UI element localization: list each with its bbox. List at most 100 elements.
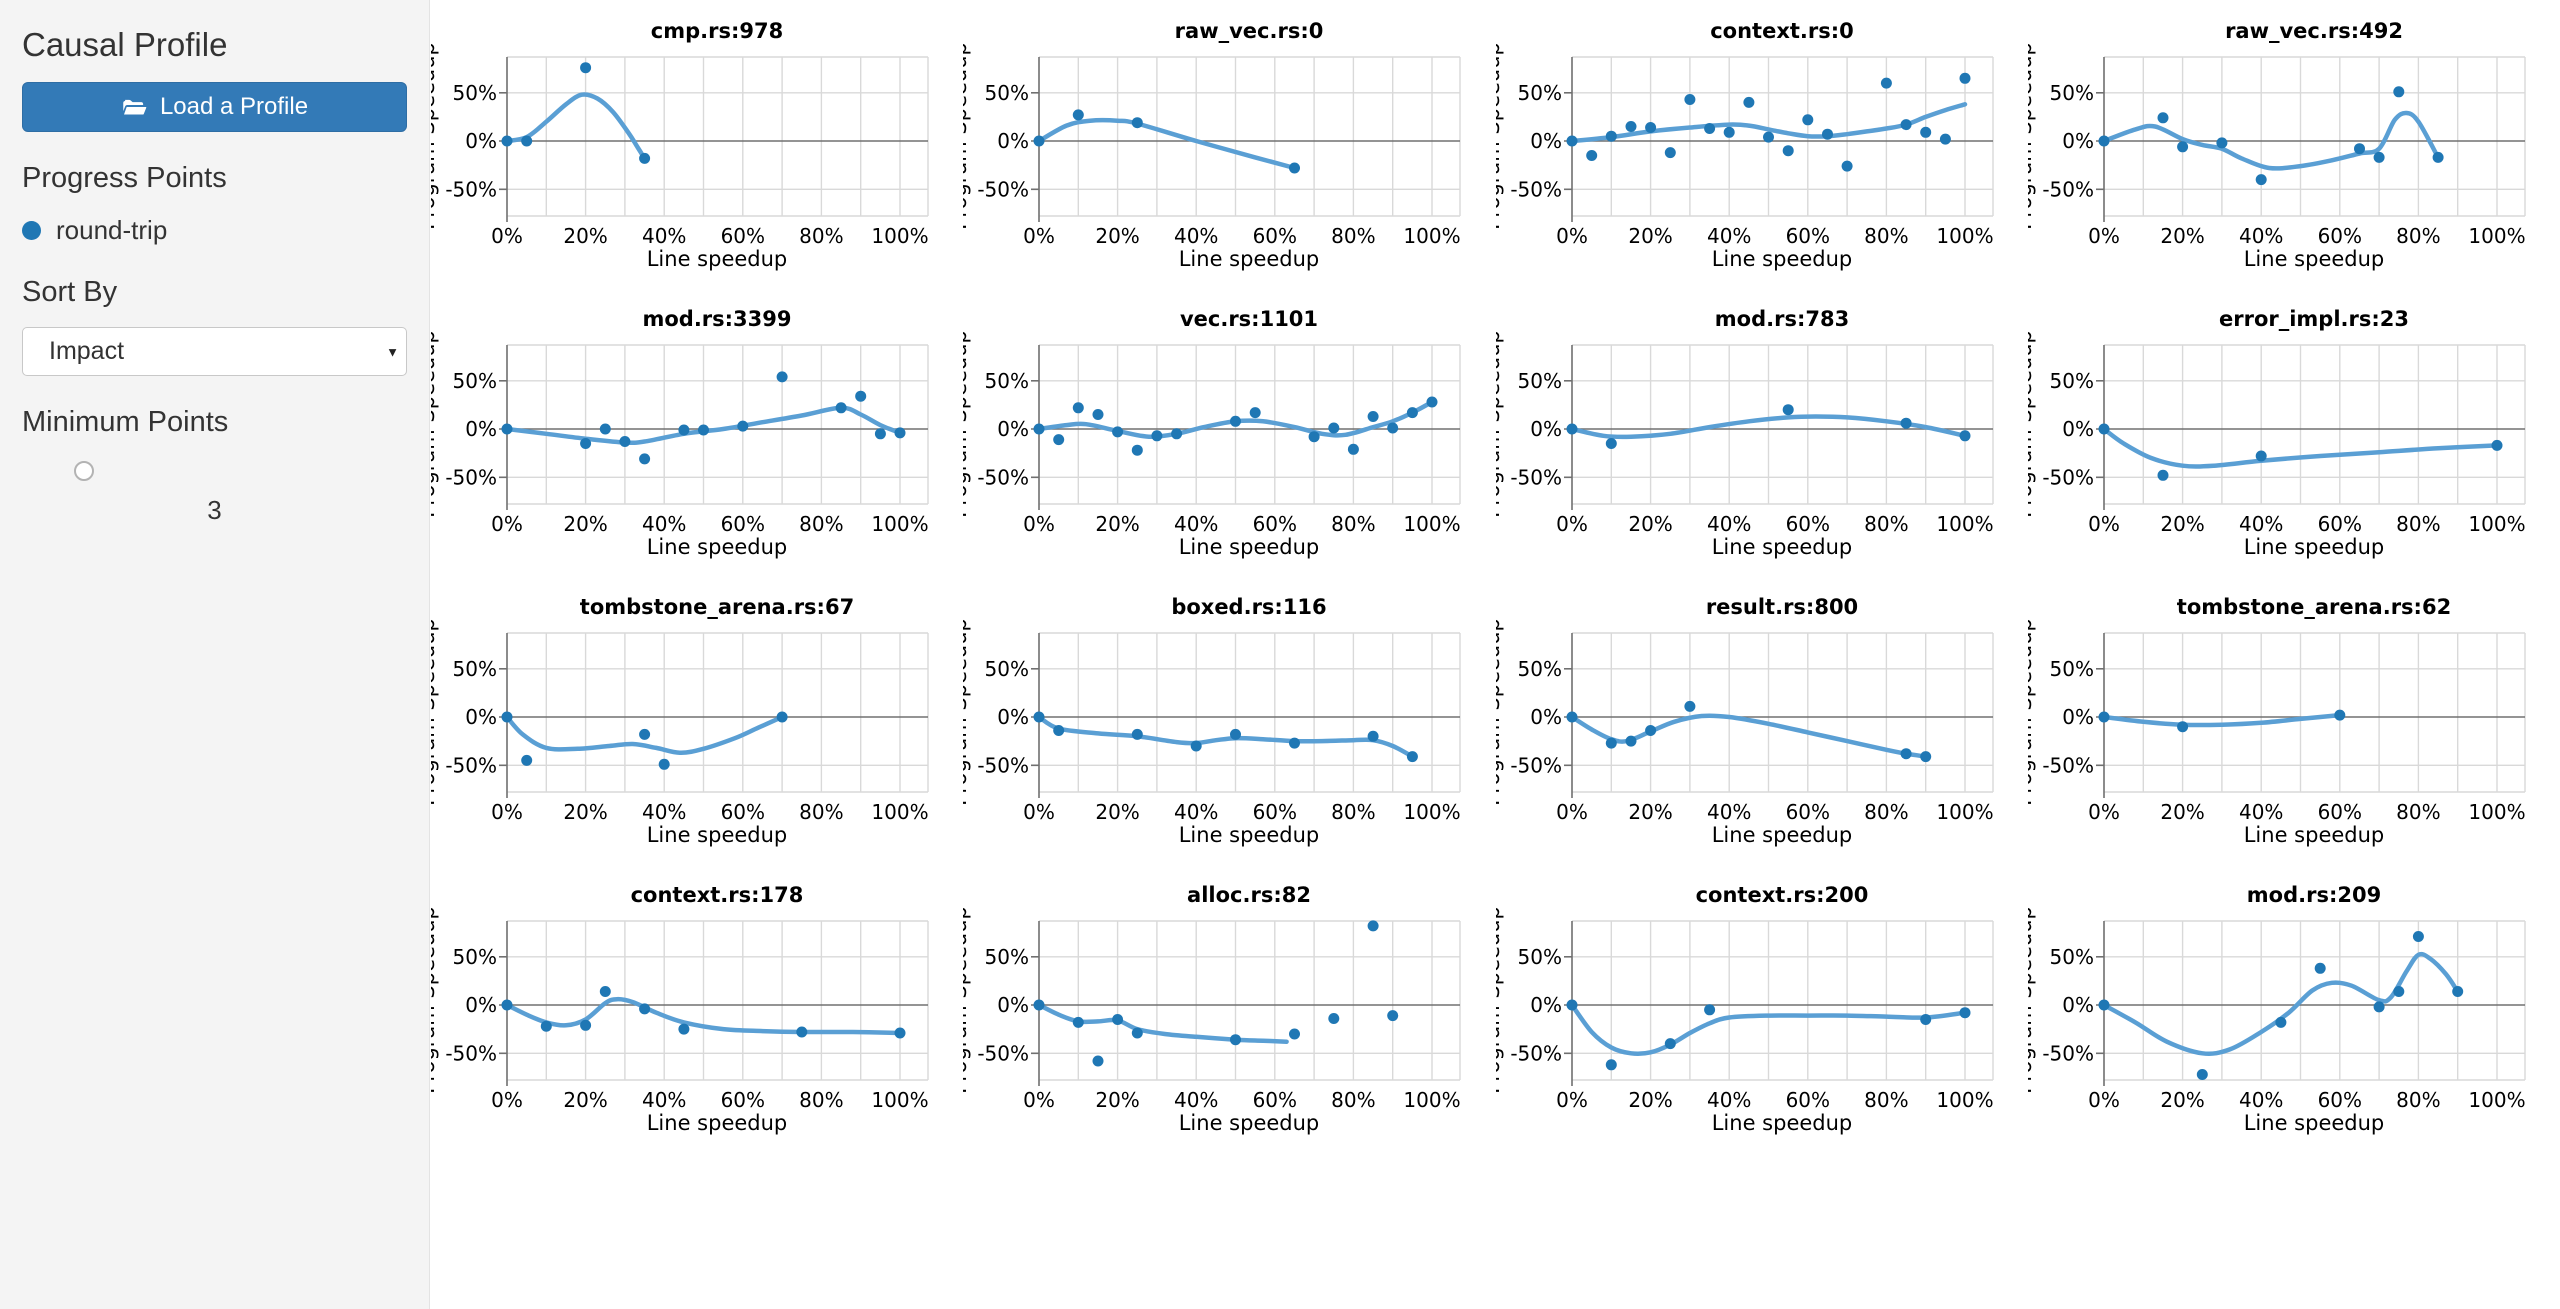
- data-point: [1132, 728, 1144, 740]
- chart-cell: 50% 0% -50% 0% 20% 40% 60% 80% 100% Line speedup P…: [431, 0, 964, 288]
- data-point: [835, 402, 847, 414]
- x-tick-label: 80%: [1864, 224, 1908, 248]
- data-point: [1092, 1055, 1104, 1067]
- data-point: [1308, 431, 1320, 443]
- data-point: [776, 371, 788, 383]
- data-point: [1605, 1059, 1617, 1071]
- y-tick-label: 50%: [2049, 369, 2093, 393]
- x-tick-label: 0%: [1023, 1088, 1055, 1112]
- chart-canvas: 50% 0% -50% 0% 20% 40% 60% 80% 100% Line speedup P…: [1496, 307, 1994, 559]
- x-tick-label: 40%: [642, 224, 686, 248]
- chart-title: context.rs:200: [1695, 883, 1868, 907]
- chart-title: raw_vec.rs:0: [1175, 19, 1324, 43]
- chart-canvas: 50% 0% -50% 0% 20% 40% 60% 80% 100% Line speedup P…: [431, 307, 929, 559]
- x-axis-label: Line speedup: [1711, 247, 1852, 271]
- y-tick-label: -50%: [978, 753, 1030, 777]
- x-tick-label: 100%: [1936, 1088, 1993, 1112]
- data-point: [2353, 143, 2365, 155]
- x-tick-label: 40%: [1174, 800, 1218, 824]
- data-point: [2176, 141, 2188, 153]
- trend-line: [1037, 714, 1415, 759]
- chart-canvas: 50% 0% -50% 0% 20% 40% 60% 80% 100% Line speedup P…: [963, 595, 1461, 847]
- x-tick-label: 100%: [1936, 224, 1993, 248]
- y-axis-label: Program Speedup: [1496, 906, 1504, 1094]
- x-axis-label: Line speedup: [2243, 247, 2384, 271]
- data-point: [2098, 711, 2110, 723]
- data-point: [1151, 430, 1163, 442]
- data-point: [1230, 728, 1242, 740]
- x-tick-label: 40%: [1706, 224, 1750, 248]
- data-point: [1742, 96, 1754, 108]
- data-point: [1073, 1016, 1085, 1028]
- chart-cell: 50% 0% -50% 0% 20% 40% 60% 80% 100% Line speedup P…: [1495, 576, 2028, 864]
- data-point: [737, 420, 749, 432]
- data-point: [1900, 417, 1912, 429]
- x-tick-label: 20%: [563, 224, 607, 248]
- y-tick-label: -50%: [1510, 465, 1562, 489]
- y-tick-label: 50%: [453, 945, 497, 969]
- y-axis-label: Program Speedup: [963, 330, 971, 518]
- x-tick-label: 80%: [2396, 800, 2440, 824]
- y-axis-label: Program Speedup: [1496, 42, 1504, 230]
- x-tick-label: 60%: [721, 224, 765, 248]
- y-tick-label: -50%: [978, 177, 1030, 201]
- chart-cell: 50% 0% -50% 0% 20% 40% 60% 80% 100% Line speedup P…: [2027, 576, 2560, 864]
- y-tick-label: -50%: [1510, 177, 1562, 201]
- data-point: [1605, 737, 1617, 749]
- y-tick-label: 0%: [2062, 129, 2094, 153]
- y-tick-label: 50%: [2049, 945, 2093, 969]
- chart-canvas: 50% 0% -50% 0% 20% 40% 60% 80% 100% Line speedup P…: [2028, 307, 2526, 559]
- y-axis-label: Program Speedup: [1496, 618, 1504, 806]
- x-tick-label: 20%: [2160, 1088, 2204, 1112]
- data-point: [2373, 1001, 2385, 1013]
- data-point: [501, 999, 513, 1011]
- x-tick-label: 80%: [1864, 800, 1908, 824]
- data-point: [639, 1003, 651, 1015]
- trend-line: [1569, 414, 1967, 440]
- chart-cell: 50% 0% -50% 0% 20% 40% 60% 80% 100% Line speedup P…: [431, 864, 964, 1152]
- trend-line: [2101, 110, 2441, 171]
- chart-canvas: 50% 0% -50% 0% 20% 40% 60% 80% 100% Line speedup P…: [2028, 19, 2526, 271]
- chart-cell: 50% 0% -50% 0% 20% 40% 60% 80% 100% Line speedup P…: [431, 576, 964, 864]
- x-tick-label: 100%: [1404, 512, 1461, 536]
- load-profile-button[interactable]: Load a Profile: [22, 82, 407, 132]
- data-point: [1132, 117, 1144, 129]
- x-axis-label: Line speedup: [647, 1111, 788, 1135]
- x-tick-label: 100%: [1404, 224, 1461, 248]
- sort-by-select[interactable]: Impact ▼: [22, 327, 407, 376]
- minimum-points-slider[interactable]: [74, 461, 94, 481]
- y-tick-label: 0%: [998, 993, 1030, 1017]
- data-point: [1426, 396, 1438, 408]
- data-point: [1683, 94, 1695, 105]
- data-point: [1959, 72, 1970, 84]
- x-tick-label: 40%: [2239, 224, 2283, 248]
- data-point: [2412, 931, 2424, 942]
- y-tick-label: -50%: [445, 465, 497, 489]
- chart-title: alloc.rs:82: [1187, 883, 1311, 907]
- trend-line: [504, 996, 903, 1036]
- trend-line: [1037, 399, 1435, 440]
- x-tick-label: 60%: [2317, 1088, 2361, 1112]
- x-tick-label: 20%: [1628, 800, 1672, 824]
- data-point: [1566, 423, 1577, 435]
- y-tick-label: 50%: [1517, 945, 1561, 969]
- data-point: [1919, 1014, 1931, 1025]
- x-tick-label: 20%: [1096, 1088, 1140, 1112]
- data-point: [1625, 121, 1636, 132]
- y-tick-label: 0%: [465, 993, 497, 1017]
- x-tick-label: 60%: [1253, 1088, 1297, 1112]
- data-point: [874, 428, 886, 440]
- x-tick-label: 0%: [1023, 224, 1055, 248]
- data-point: [1033, 135, 1045, 147]
- progress-point-label: round-trip: [56, 215, 168, 245]
- x-tick-label: 0%: [2088, 800, 2120, 824]
- trend-line: [2101, 426, 2499, 469]
- y-tick-label: 50%: [453, 657, 497, 681]
- data-point: [1605, 130, 1617, 142]
- y-tick-label: 50%: [453, 369, 497, 393]
- x-tick-label: 40%: [2239, 1088, 2283, 1112]
- x-tick-label: 0%: [2088, 512, 2120, 536]
- y-tick-label: -50%: [445, 753, 497, 777]
- progress-point-item[interactable]: round-trip: [22, 215, 407, 246]
- x-tick-label: 0%: [2088, 224, 2120, 248]
